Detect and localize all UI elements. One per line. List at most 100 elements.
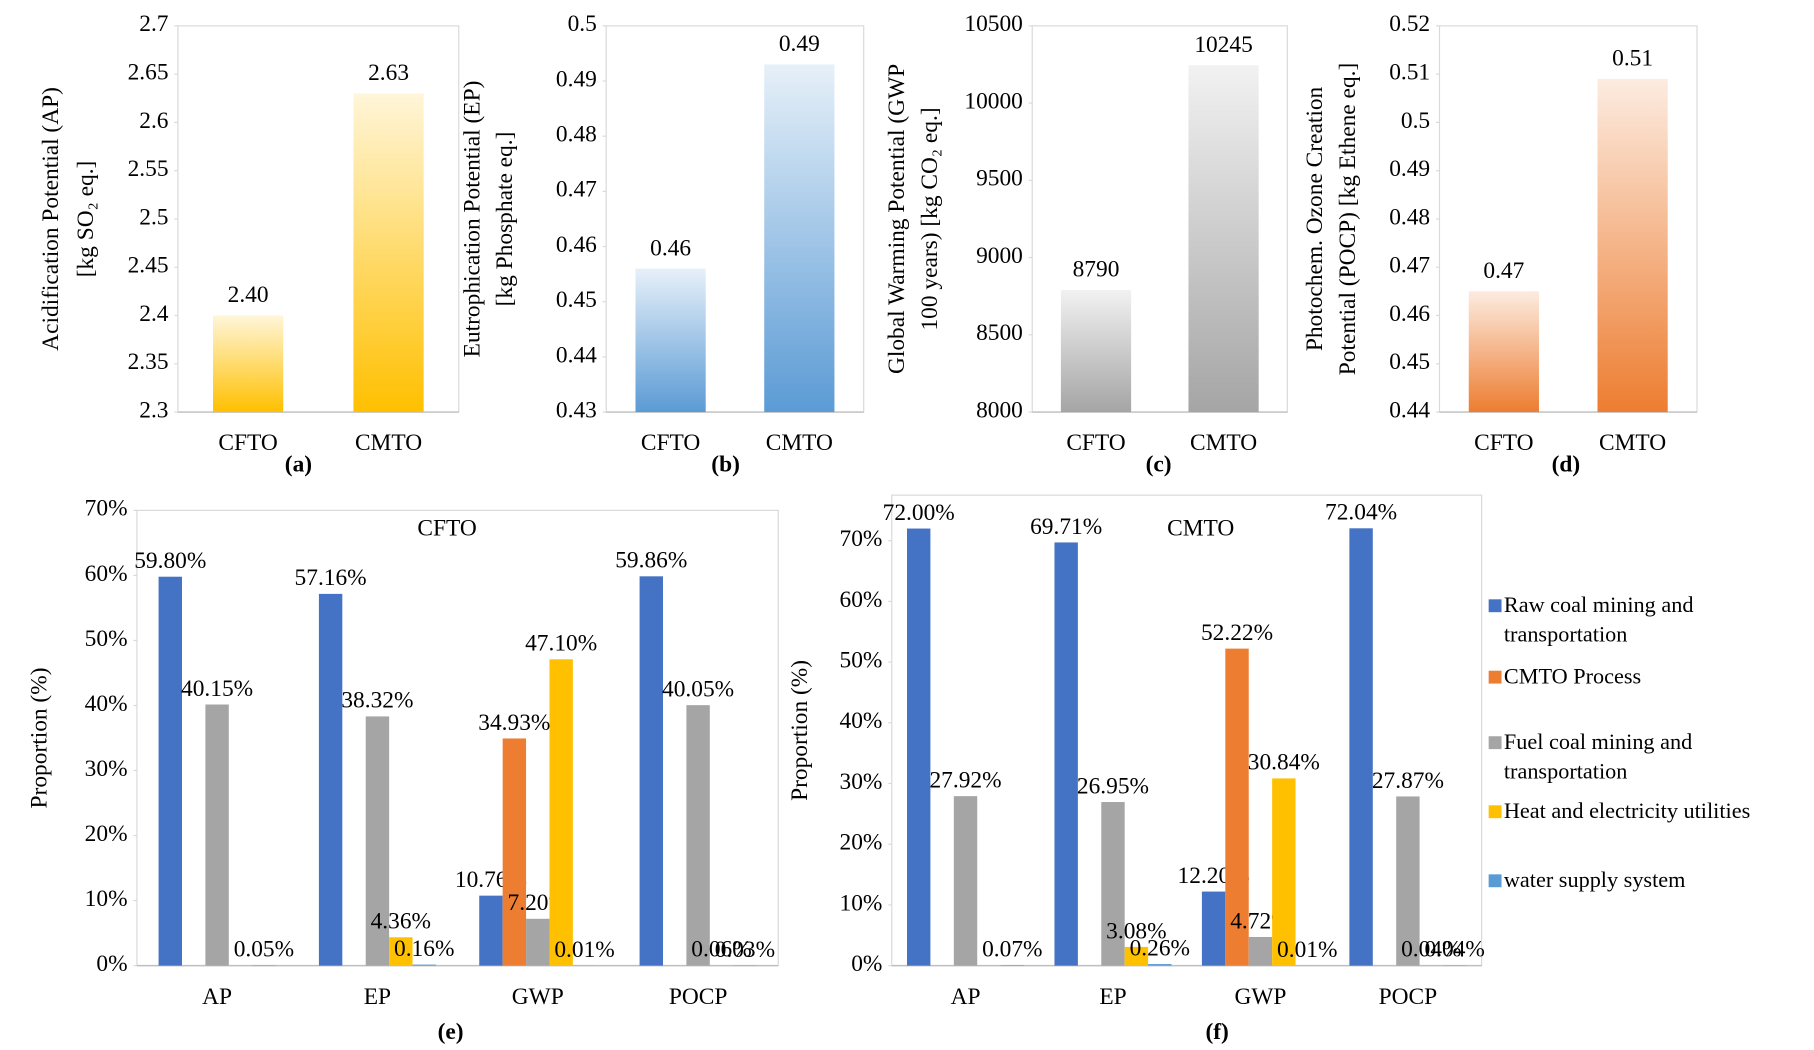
value-label: 59.80%	[134, 548, 206, 574]
x-tick-label: CMTO	[355, 430, 422, 456]
bar	[353, 93, 424, 413]
bar	[479, 895, 503, 966]
value-label: 0.06%	[691, 937, 751, 963]
y-tick-label: 0.44	[556, 342, 597, 368]
y-tick-label: 8000	[976, 397, 1023, 423]
value-label: 2.40	[228, 282, 269, 308]
value-label: 40.05%	[662, 676, 734, 702]
bar	[1148, 964, 1172, 966]
value-label: 0.03%	[715, 937, 775, 963]
y-axis-label: [kg SO₂ eq.]	[73, 161, 99, 278]
caption: (d)	[1552, 451, 1581, 477]
y-tick-label: 0.45	[1389, 349, 1430, 375]
bar	[549, 659, 573, 966]
bar	[389, 937, 413, 966]
x-tick-label: CFTO	[218, 430, 277, 456]
y-tick-label: 50%	[85, 626, 128, 652]
bar	[1054, 542, 1078, 966]
chart-title: CFTO	[417, 516, 476, 542]
x-tick-label: CFTO	[1066, 430, 1125, 456]
y-axis-label: Proportion (%)	[26, 668, 52, 809]
legend-swatch	[1488, 670, 1502, 684]
y-tick-label: 60%	[85, 561, 128, 587]
y-tick-label: 0.49	[556, 66, 597, 92]
y-tick-label: 9500	[976, 166, 1023, 192]
y-tick-label: 20%	[85, 821, 128, 847]
x-tick-label: CFTO	[1474, 430, 1533, 456]
legend-entry: CMTO Process	[1503, 664, 1642, 690]
legend-entry: Fuel coal mining and transportation	[1503, 730, 1693, 785]
legend-entry: Heat and electricity utilities	[1504, 799, 1750, 824]
legend-swatch	[1488, 599, 1502, 613]
value-label: 0.01%	[1277, 937, 1337, 963]
bar	[412, 964, 436, 966]
y-axis-label: Potential (POCP) [kg Ethene eq.]	[1335, 63, 1361, 375]
y-axis-label: Proportion (%)	[787, 660, 813, 801]
value-label: 57.16%	[295, 565, 367, 591]
y-tick-label: 2.65	[128, 60, 169, 86]
value-label: 0.26%	[1130, 935, 1190, 961]
value-label: 40.15%	[181, 676, 253, 702]
value-label: 38.32%	[341, 688, 413, 714]
value-label: 0.01%	[554, 937, 614, 963]
y-tick-label: 2.5	[139, 204, 168, 230]
bar	[212, 315, 284, 413]
y-axis-label: Eutrophication Potential (EP)	[459, 81, 485, 358]
bar	[1060, 290, 1132, 413]
value-label: 2.63	[368, 60, 409, 86]
bar	[1597, 78, 1668, 413]
bar	[365, 716, 390, 966]
legend-swatch	[1488, 805, 1502, 819]
value-label: 0.04%	[1401, 937, 1461, 963]
y-tick-label: 0.52	[1389, 11, 1430, 37]
value-label: 0.47	[1483, 258, 1524, 284]
y-tick-label: 10500	[964, 11, 1022, 37]
y-tick-label: 10000	[964, 88, 1022, 114]
x-tick-label: AP	[951, 984, 981, 1010]
y-tick-label: 0.46	[556, 232, 597, 258]
y-tick-label: 0.47	[1389, 253, 1430, 279]
y-axis-label: 100 years) [kg CO₂ eq.]	[917, 107, 943, 330]
y-tick-label: 0.5	[1401, 108, 1430, 134]
y-tick-label: 70%	[85, 496, 128, 522]
value-label: 3.08%	[1106, 918, 1166, 944]
x-tick-label: EP	[364, 984, 391, 1010]
caption: (c)	[1146, 451, 1172, 477]
bar	[1225, 648, 1249, 966]
x-tick-label: CMTO	[766, 430, 833, 456]
bar	[158, 576, 182, 966]
bar	[205, 704, 229, 966]
bar	[1188, 65, 1259, 413]
value-label: 72.00%	[883, 500, 955, 526]
value-label: 0.16%	[394, 936, 454, 962]
value-label: 69.71%	[1030, 514, 1102, 540]
y-axis-label: [kg Phosphate eq.]	[492, 132, 518, 307]
y-tick-label: 2.35	[128, 349, 169, 375]
x-tick-label: POCP	[669, 984, 728, 1010]
bar	[318, 593, 343, 966]
bar	[1468, 291, 1539, 413]
caption: (f)	[1205, 1019, 1228, 1045]
legend-label: Fuel coal mining and transportation	[1503, 730, 1693, 785]
value-label: 47.10%	[525, 631, 597, 657]
x-tick-label: CMTO	[1190, 430, 1257, 456]
bar	[1101, 802, 1125, 966]
bar	[1124, 946, 1149, 966]
y-tick-label: 0.45	[556, 287, 597, 313]
value-label: 72.04%	[1325, 500, 1397, 526]
bar	[1201, 891, 1226, 966]
legend-label: CMTO Process	[1503, 664, 1642, 690]
value-label: 30.84%	[1248, 750, 1320, 776]
bar	[639, 576, 663, 966]
legend-label: water supply system	[1503, 868, 1686, 894]
bar	[502, 738, 527, 966]
y-tick-label: 10%	[840, 890, 883, 916]
y-tick-label: 2.6	[139, 108, 168, 134]
x-tick-label: CMTO	[1599, 430, 1666, 456]
value-label: 0.05%	[234, 937, 294, 963]
bar	[686, 705, 710, 966]
bar	[1272, 778, 1296, 966]
y-axis-label: Photochem. Ozone Creation	[1302, 86, 1328, 351]
y-tick-label: 2.55	[128, 156, 169, 182]
